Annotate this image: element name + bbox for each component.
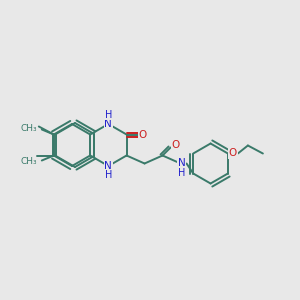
Text: N: N [104, 161, 112, 171]
Text: H: H [178, 167, 185, 178]
Text: H: H [105, 110, 112, 120]
Text: N: N [104, 119, 112, 129]
Text: H: H [105, 170, 112, 180]
Text: O: O [229, 148, 237, 158]
Text: CH₃: CH₃ [20, 124, 37, 133]
Text: CH₃: CH₃ [20, 157, 37, 166]
Text: N: N [178, 158, 185, 169]
Text: O: O [138, 130, 147, 140]
Text: O: O [171, 140, 180, 149]
